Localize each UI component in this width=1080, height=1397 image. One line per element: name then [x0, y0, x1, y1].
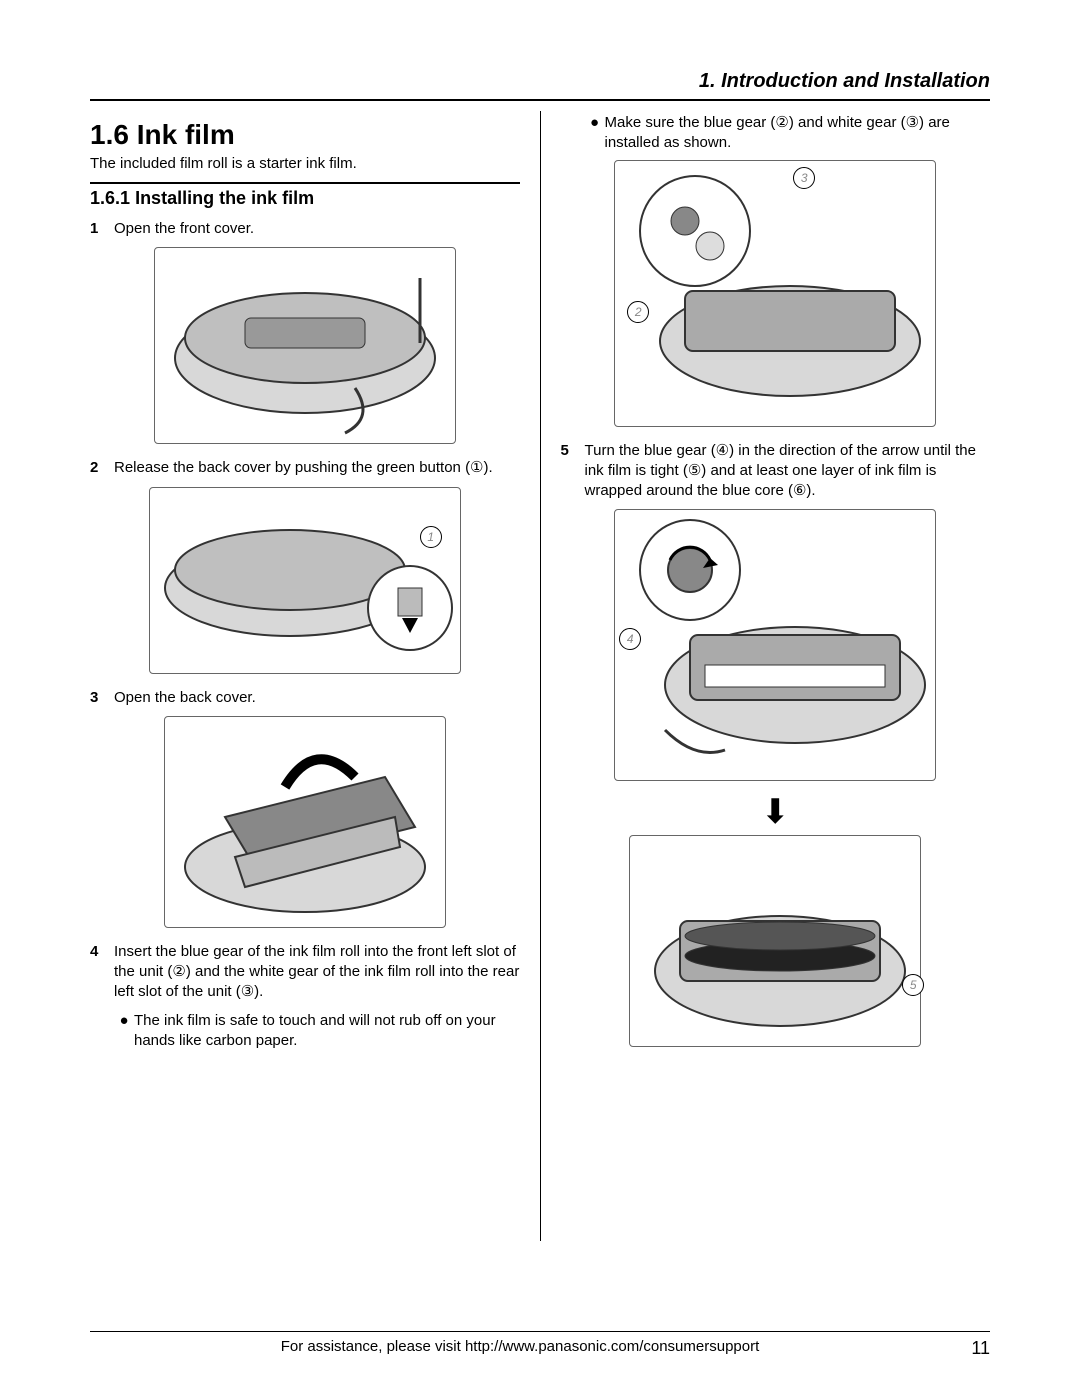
- column-divider: [540, 111, 541, 1241]
- chapter-header: 1. Introduction and Installation: [90, 70, 990, 99]
- step-1: 1 Open the front cover.: [90, 219, 520, 239]
- figure-5: 4: [614, 509, 936, 781]
- subsection-rule: [90, 182, 520, 184]
- manual-page: 1. Introduction and Installation 1.6 Ink…: [0, 0, 1080, 1397]
- bullet-icon: ●: [114, 1011, 134, 1052]
- step-text: Insert the blue gear of the ink film rol…: [114, 942, 520, 1003]
- down-arrow-icon: ⬇: [561, 795, 991, 829]
- step-3: 3 Open the back cover.: [90, 688, 520, 708]
- bullet-icon: ●: [585, 113, 605, 154]
- section-title: 1.6 Ink film: [90, 119, 520, 151]
- figure-1: [154, 247, 456, 444]
- callout-5: 5: [902, 974, 924, 996]
- left-column: 1.6 Ink film The included film roll is a…: [90, 111, 520, 1241]
- step-number: 2: [90, 458, 114, 478]
- step-4-bullet-2: ● Make sure the blue gear (②) and white …: [585, 113, 991, 154]
- section-intro: The included film roll is a starter ink …: [90, 155, 520, 172]
- bullet-text: Make sure the blue gear (②) and white ge…: [605, 113, 991, 154]
- right-column: ● Make sure the blue gear (②) and white …: [561, 111, 991, 1241]
- film-tight-illustration-icon: [630, 836, 920, 1046]
- step-text: Open the front cover.: [114, 219, 520, 239]
- step-4: 4 Insert the blue gear of the ink film r…: [90, 942, 520, 1003]
- fax-open-illustration-icon: [165, 717, 445, 927]
- step-number: 4: [90, 942, 114, 1003]
- subsection-name: Installing the ink film: [135, 188, 314, 208]
- fax-illustration-icon: [155, 248, 455, 443]
- callout-1: 1: [420, 526, 442, 548]
- header-rule: [90, 99, 990, 101]
- turn-gear-illustration-icon: [615, 510, 935, 780]
- page-number: 11: [950, 1338, 990, 1359]
- step-text: Release the back cover by pushing the gr…: [114, 458, 520, 478]
- subsection-title: 1.6.1 Installing the ink film: [90, 188, 520, 209]
- figure-3: [164, 716, 446, 928]
- fax-illustration-icon: [150, 488, 460, 673]
- callout-2: 2: [627, 301, 649, 323]
- step-number: 5: [561, 441, 585, 502]
- figure-6: 5: [629, 835, 921, 1047]
- bullet-text: The ink film is safe to touch and will n…: [134, 1011, 520, 1052]
- figure-4: 3 2: [614, 160, 936, 427]
- figure-2: 1: [149, 487, 461, 674]
- step-number: 3: [90, 688, 114, 708]
- step-text: Turn the blue gear (④) in the direction …: [585, 441, 991, 502]
- step-4-bullet-1: ● The ink film is safe to touch and will…: [114, 1011, 520, 1052]
- page-footer: For assistance, please visit http://www.…: [90, 1331, 990, 1359]
- callout-3: 3: [793, 167, 815, 189]
- step-text: Open the back cover.: [114, 688, 520, 708]
- section-name: Ink film: [137, 119, 235, 150]
- subsection-number: 1.6.1: [90, 188, 130, 208]
- step-number: 1: [90, 219, 114, 239]
- step-5: 5 Turn the blue gear (④) in the directio…: [561, 441, 991, 502]
- footer-text: For assistance, please visit http://www.…: [90, 1338, 950, 1359]
- step-2: 2 Release the back cover by pushing the …: [90, 458, 520, 478]
- section-number: 1.6: [90, 119, 129, 150]
- gears-installed-illustration-icon: [615, 161, 935, 426]
- content-columns: 1.6 Ink film The included film roll is a…: [90, 111, 990, 1241]
